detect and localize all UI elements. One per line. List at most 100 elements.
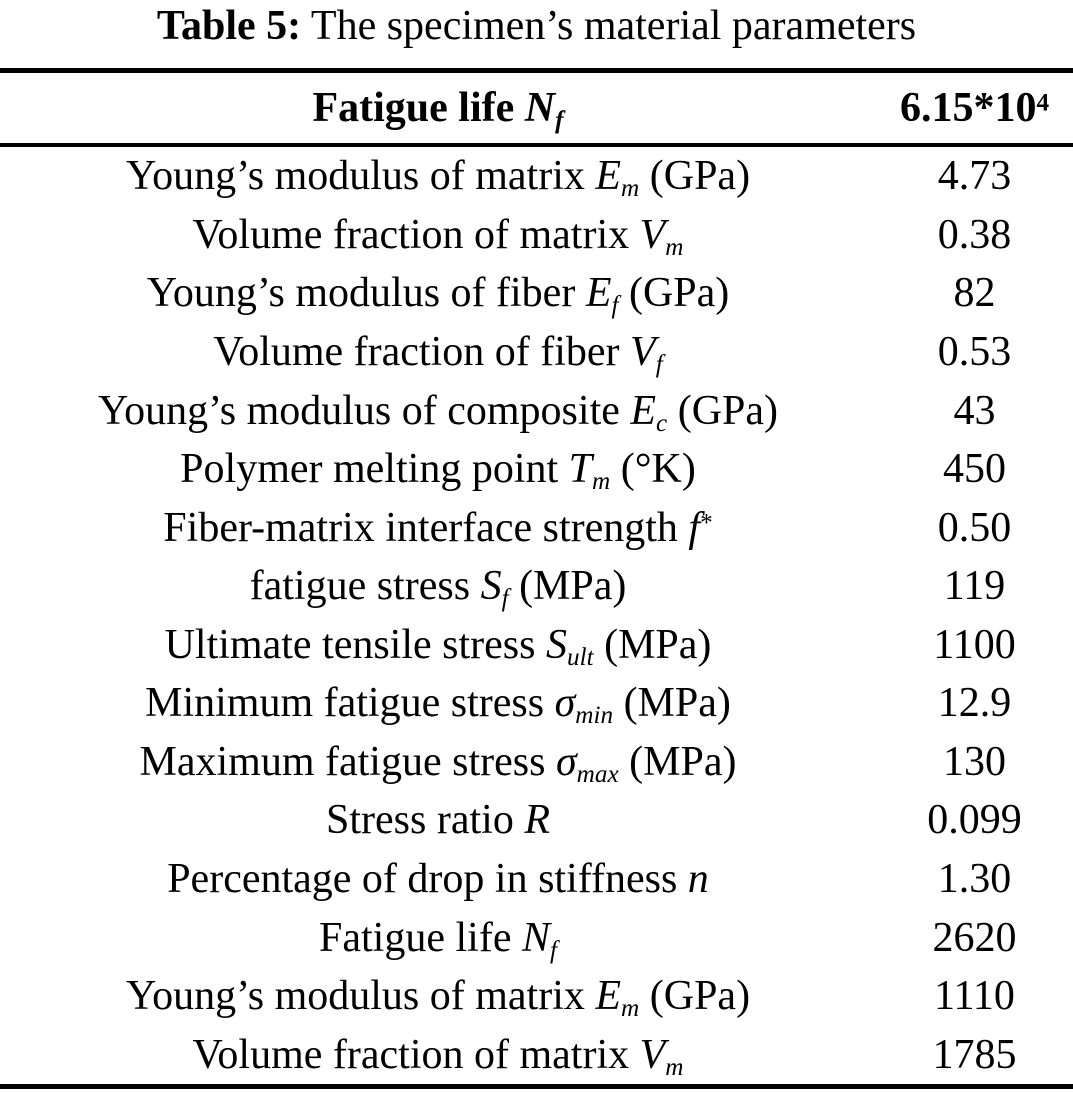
- row-label: Minimum fatigue stress σmin (MPa): [0, 679, 876, 730]
- table-row: Polymer melting point Tm (°K) 450: [0, 440, 1073, 499]
- row-label: Volume fraction of fiber Vf: [0, 328, 876, 377]
- table-row: fatigue stress Sf (MPa) 119: [0, 557, 1073, 616]
- row-label-unit: (MPa): [593, 621, 712, 668]
- table-row: Ultimate tensile stress Sult (MPa) 1100: [0, 616, 1073, 675]
- row-label-subscript: m: [621, 995, 640, 1023]
- table-row: Volume fraction of fiber Vf 0.53: [0, 323, 1073, 382]
- row-label-unit: (MPa): [508, 563, 627, 610]
- row-label-text: Ultimate tensile stress: [164, 621, 546, 668]
- row-label-unit: (GPa): [639, 973, 751, 1020]
- header-rule: [0, 143, 1073, 147]
- row-label-text: Percentage of drop in stiffness: [167, 856, 688, 903]
- table-row: Young’s modulus of matrix Em (GPa) 1110: [0, 967, 1073, 1026]
- table-row: Volume fraction of matrix Vm 1785: [0, 1025, 1073, 1084]
- row-label-symbol: σ: [554, 680, 576, 727]
- row-label-subscript: m: [665, 233, 684, 261]
- row-label-text: fatigue stress: [249, 563, 481, 610]
- table-row: Young’s modulus of fiber Ef (GPa) 82: [0, 264, 1073, 323]
- row-label-subscript: f: [549, 936, 557, 964]
- header-value-mantissa: 6.15*10: [899, 85, 1037, 131]
- row-label-unit: (GPa): [639, 153, 751, 200]
- row-label: Ultimate tensile stress Sult (MPa): [0, 621, 876, 671]
- row-value-text: 0.50: [937, 504, 1012, 551]
- header-value-cell: 6.15*104: [876, 84, 1073, 132]
- row-label-symbol: V: [630, 328, 656, 375]
- row-value: 0.50: [876, 504, 1073, 552]
- row-label: Young’s modulus of fiber Ef (GPa): [0, 269, 876, 320]
- row-value-text: 82: [953, 270, 996, 317]
- row-value-text: 119: [943, 563, 1006, 610]
- row-value-text: 0.53: [937, 328, 1012, 375]
- table-row: Minimum fatigue stress σmin (MPa) 12.9: [0, 674, 1073, 733]
- row-label-text: Young’s modulus of matrix: [125, 973, 596, 1020]
- caption-text: The specimen’s material parameters: [301, 3, 917, 49]
- row-value-text: 130: [943, 738, 1006, 785]
- row-label-text: Minimum fatigue stress: [145, 680, 555, 727]
- row-label: Percentage of drop in stiffness n: [0, 855, 876, 903]
- row-label-text: Stress ratio: [326, 797, 525, 844]
- table-row: Stress ratio R 0.099: [0, 791, 1073, 850]
- row-value-text: 1100: [933, 621, 1016, 668]
- row-value-text: 1110: [934, 973, 1015, 1020]
- row-value-text: 4.73: [937, 153, 1012, 200]
- row-label-symbol: V: [639, 211, 666, 258]
- row-label-symbol: E: [595, 153, 622, 200]
- row-value-text: 1785: [932, 1031, 1017, 1078]
- row-label-text: Volume fraction of matrix: [192, 211, 640, 258]
- row-value: 1110: [876, 972, 1073, 1020]
- row-value: 119: [876, 562, 1073, 610]
- row-value: 0.53: [876, 328, 1073, 376]
- row-label-subscript: m: [592, 468, 611, 496]
- header-value-exponent: 4: [1036, 89, 1050, 117]
- row-label-symbol: N: [521, 914, 550, 961]
- row-label-subscript: m: [665, 1053, 684, 1081]
- table-row: Volume fraction of matrix Vm 0.38: [0, 206, 1073, 265]
- row-label: Fiber-matrix interface strength f*: [0, 504, 876, 552]
- row-label-subscript: c: [656, 409, 668, 437]
- row-value-text: 12.9: [937, 680, 1012, 727]
- caption-label: Table 5:: [156, 3, 302, 49]
- row-label: fatigue stress Sf (MPa): [0, 562, 876, 613]
- row-label-symbol: n: [687, 856, 709, 903]
- row-label-text: Volume fraction of fiber: [213, 328, 631, 375]
- row-label-symbol: E: [585, 270, 612, 317]
- table-caption: Table 5: The specimen’s material paramet…: [0, 0, 1073, 56]
- row-label-text: Young’s modulus of matrix: [125, 153, 596, 200]
- table-row: Young’s modulus of composite Ec (GPa) 43: [0, 381, 1073, 440]
- row-value: 1100: [876, 621, 1073, 669]
- row-label: Polymer melting point Tm (°K): [0, 445, 876, 496]
- header-param-text: Fatigue life: [312, 85, 525, 131]
- row-value-text: 0.099: [927, 797, 1022, 844]
- row-label: Young’s modulus of composite Ec (GPa): [0, 387, 876, 437]
- row-label: Young’s modulus of matrix Em (GPa): [0, 972, 876, 1023]
- row-label-subscript: ult: [567, 643, 594, 671]
- row-value: 1785: [876, 1031, 1073, 1079]
- row-value-text: 2620: [932, 914, 1017, 961]
- bottom-rule: [0, 1084, 1073, 1089]
- row-value: 2620: [876, 914, 1073, 962]
- row-label-symbol: f: [688, 504, 701, 551]
- row-label-symbol: E: [595, 973, 622, 1020]
- table-row: Young’s modulus of matrix Em (GPa) 4.73: [0, 147, 1073, 206]
- row-label-symbol: S: [546, 621, 567, 668]
- row-label: Maximum fatigue stress σmax (MPa): [0, 738, 876, 787]
- table-row: Fiber-matrix interface strength f* 0.50: [0, 498, 1073, 557]
- row-label-subscript: min: [575, 702, 614, 730]
- row-value: 82: [876, 269, 1073, 317]
- row-label: Young’s modulus of matrix Em (GPa): [0, 152, 876, 201]
- row-label-text: Young’s modulus of composite: [97, 387, 631, 434]
- row-value-text: 43: [953, 387, 996, 434]
- row-value: 1.30: [876, 855, 1073, 903]
- row-label-unit: (GPa): [667, 387, 779, 434]
- header-param-symbol: N: [524, 85, 556, 131]
- row-label-unit: (GPa): [618, 270, 730, 317]
- table-row: Fatigue life Nf 2620: [0, 908, 1073, 967]
- row-label-text: Fiber-matrix interface strength: [163, 504, 689, 551]
- row-label-subscript: f: [501, 585, 509, 613]
- row-value: 450: [876, 445, 1073, 493]
- top-rule: [0, 68, 1073, 73]
- row-label-unit: (MPa): [618, 738, 737, 785]
- row-label-subscript: f: [611, 292, 619, 320]
- row-label-symbol: V: [639, 1031, 666, 1078]
- row-label-symbol: T: [568, 446, 593, 493]
